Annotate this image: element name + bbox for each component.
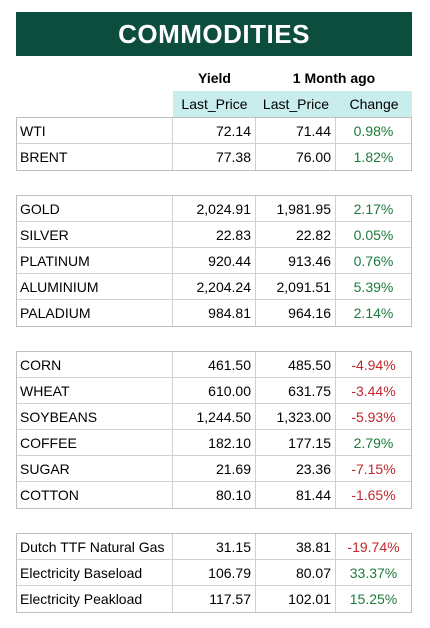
change-value: -7.15%: [351, 460, 396, 477]
prev-price: 38.81: [256, 534, 336, 559]
prev-price: 71.44: [256, 118, 336, 143]
commodity-name: WHEAT: [17, 378, 173, 403]
metals-group: GOLD 2,024.91 1,981.95 2.17% SILVER 22.8…: [16, 195, 412, 327]
prev-price: 631.75: [256, 378, 336, 403]
table-row: SOYBEANS 1,244.50 1,323.00 -5.93%: [17, 404, 411, 430]
page-title: COMMODITIES: [118, 18, 310, 49]
commodity-name: COTTON: [17, 482, 173, 508]
change-value: 0.05%: [353, 226, 394, 243]
last-price: 80.10: [173, 482, 256, 508]
prev-price: 1,981.95: [256, 196, 336, 221]
last-price: 984.81: [173, 300, 256, 326]
prev-price: 81.44: [256, 482, 336, 508]
last-price: 461.50: [173, 352, 256, 377]
prev-price: 22.82: [256, 222, 336, 247]
table-row: CORN 461.50 485.50 -4.94%: [17, 352, 411, 378]
change-value: -19.74%: [347, 538, 400, 555]
last-price: 21.69: [173, 456, 256, 481]
table-row: PALADIUM 984.81 964.16 2.14%: [17, 300, 411, 326]
commodity-name: PLATINUM: [17, 248, 173, 273]
prev-price: 485.50: [256, 352, 336, 377]
last-price: 31.15: [173, 534, 256, 559]
change-value: -4.94%: [351, 356, 396, 373]
last-price: 2,204.24: [173, 274, 256, 299]
commodity-name: CORN: [17, 352, 173, 377]
last-price: 182.10: [173, 430, 256, 455]
prev-price: 177.15: [256, 430, 336, 455]
change-value: 2.17%: [353, 200, 394, 217]
commodity-name: ALUMINIUM: [17, 274, 173, 299]
last-price: 2,024.91: [173, 196, 256, 221]
last-price: 72.14: [173, 118, 256, 143]
table-row: BRENT 77.38 76.00 1.82%: [17, 144, 411, 170]
column-header-last-price-prev: Last_Price: [262, 96, 330, 112]
commodity-name: Electricity Baseload: [17, 560, 173, 585]
table-row: WHEAT 610.00 631.75 -3.44%: [17, 378, 411, 404]
prev-price: 102.01: [256, 586, 336, 612]
table-row: GOLD 2,024.91 1,981.95 2.17%: [17, 196, 411, 222]
table-row: Electricity Baseload 106.79 80.07 33.37%: [17, 560, 411, 586]
column-header-row: Last_Price Last_Price Change: [173, 91, 412, 117]
prev-price: 1,323.00: [256, 404, 336, 429]
change-value: 2.79%: [353, 434, 394, 451]
commodity-name: Dutch TTF Natural Gas: [17, 534, 173, 559]
commodity-name: SOYBEANS: [17, 404, 173, 429]
commodity-name: PALADIUM: [17, 300, 173, 326]
energy-group: WTI 72.14 71.44 0.98% BRENT 77.38 76.00 …: [16, 117, 412, 171]
last-price: 22.83: [173, 222, 256, 247]
last-price: 610.00: [173, 378, 256, 403]
table-row: SUGAR 21.69 23.36 -7.15%: [17, 456, 411, 482]
change-value: -5.93%: [351, 408, 396, 425]
table-row: SILVER 22.83 22.82 0.05%: [17, 222, 411, 248]
prev-price: 913.46: [256, 248, 336, 273]
commodity-name: SILVER: [17, 222, 173, 247]
change-value: 33.37%: [349, 564, 398, 581]
change-value: 0.76%: [353, 252, 394, 269]
last-price: 106.79: [173, 560, 256, 585]
column-header-change: Change: [349, 96, 399, 112]
month-ago-header: 1 Month ago: [292, 70, 376, 86]
prev-price: 76.00: [256, 144, 336, 170]
last-price: 117.57: [173, 586, 256, 612]
commodity-name: SUGAR: [17, 456, 173, 481]
change-value: 0.98%: [353, 122, 394, 139]
last-price: 1,244.50: [173, 404, 256, 429]
agriculture-group: CORN 461.50 485.50 -4.94% WHEAT 610.00 6…: [16, 351, 412, 509]
last-price: 77.38: [173, 144, 256, 170]
prev-price: 964.16: [256, 300, 336, 326]
change-value: -3.44%: [351, 382, 396, 399]
table-row: Dutch TTF Natural Gas 31.15 38.81 -19.74…: [17, 534, 411, 560]
table-row: COTTON 80.10 81.44 -1.65%: [17, 482, 411, 508]
column-header-last-price: Last_Price: [181, 96, 248, 112]
prev-price: 2,091.51: [256, 274, 336, 299]
change-value: 15.25%: [349, 591, 398, 607]
last-price: 920.44: [173, 248, 256, 273]
prev-price: 23.36: [256, 456, 336, 481]
change-value: 2.14%: [353, 305, 394, 321]
table-row: WTI 72.14 71.44 0.98%: [17, 118, 411, 144]
table-row: PLATINUM 920.44 913.46 0.76%: [17, 248, 411, 274]
title-banner: COMMODITIES: [16, 12, 412, 56]
commodity-name: Electricity Peakload: [17, 586, 173, 612]
yield-header: Yield: [198, 70, 231, 86]
commodity-name: WTI: [17, 118, 173, 143]
commodity-name: GOLD: [17, 196, 173, 221]
change-value: -1.65%: [351, 487, 396, 503]
table-row: COFFEE 182.10 177.15 2.79%: [17, 430, 411, 456]
table-row: Electricity Peakload 117.57 102.01 15.25…: [17, 586, 411, 612]
commodity-name: COFFEE: [17, 430, 173, 455]
energy-power-group: Dutch TTF Natural Gas 31.15 38.81 -19.74…: [16, 533, 412, 613]
prev-price: 80.07: [256, 560, 336, 585]
commodity-name: BRENT: [17, 144, 173, 170]
table-row: ALUMINIUM 2,204.24 2,091.51 5.39%: [17, 274, 411, 300]
change-value: 5.39%: [353, 278, 394, 295]
change-value: 1.82%: [353, 149, 394, 165]
